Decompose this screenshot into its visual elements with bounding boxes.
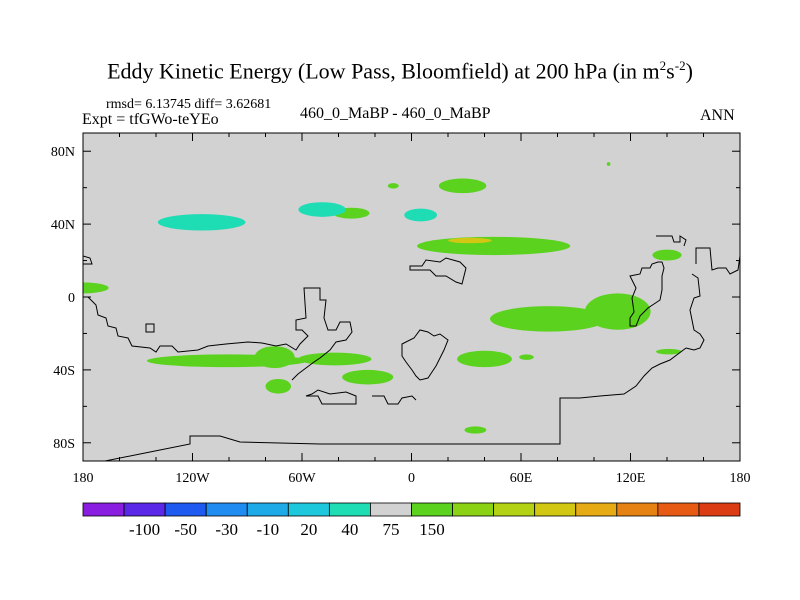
x-tick-label-5: 120E	[616, 471, 646, 486]
colorbar-swatch-6	[328, 502, 371, 517]
anomaly-region-11	[656, 348, 682, 355]
coastline-americas	[87, 287, 353, 381]
y-tick-label-4: 80S	[53, 437, 75, 452]
coastline-asia-east	[629, 261, 665, 327]
colorbar-swatch-14	[657, 502, 700, 517]
colorbar-swatch-10	[493, 502, 536, 517]
colorbar-swatch-2	[164, 502, 207, 517]
colorbar-label-5: 40	[341, 520, 358, 539]
colorbar-label-6: 75	[382, 520, 399, 539]
coastline-australia	[102, 347, 687, 461]
colorbar-label-7: 150	[419, 520, 445, 539]
x-tick-label-0: 180	[73, 471, 94, 486]
anomaly-region-0	[83, 282, 109, 294]
anomaly-region-9	[489, 306, 607, 332]
anomaly-region-15	[438, 178, 487, 194]
colorbar-swatch-7	[370, 502, 412, 517]
colorbar-label-3: -10	[256, 520, 279, 539]
coastline-south-america-east	[372, 395, 417, 405]
y-tick-label-2: 0	[68, 291, 75, 306]
colorbar-swatch-12	[575, 502, 618, 517]
anomaly-region-20	[157, 214, 246, 231]
colorbar-swatch-5	[287, 502, 330, 517]
colorbar-swatch-1	[123, 502, 166, 517]
colorbar-label-0: -100	[129, 520, 160, 539]
season-label: ANN	[700, 107, 735, 124]
colorbar-swatch-4	[246, 502, 289, 517]
anomaly-region-12	[416, 236, 571, 256]
stats-text: rmsd= 6.13745 diff= 3.62681	[106, 97, 272, 112]
anomaly-region-16	[387, 183, 399, 189]
y-tick-label-0: 80N	[51, 145, 75, 160]
anomaly-region-2	[254, 346, 295, 369]
anomaly-region-8	[464, 426, 487, 434]
coastline-ne-asia	[656, 235, 687, 247]
coastline-pacific-island	[145, 323, 155, 333]
anomaly-region-5	[342, 369, 394, 385]
colorbar-swatch-13	[616, 502, 659, 517]
x-tick-label-4: 60E	[510, 471, 533, 486]
x-tick-label-3: 0	[408, 471, 415, 486]
coastline-layer	[83, 235, 740, 461]
colorbar: -100 -50 -30 -10 20 40 75 150	[82, 502, 741, 539]
plot-background	[83, 133, 740, 461]
anomaly-region-18	[404, 208, 438, 222]
anomaly-region-14	[652, 249, 682, 261]
colorbar-swatch-11	[534, 502, 577, 517]
anomaly-region-7	[519, 354, 534, 360]
colorbar-label-4: 20	[300, 520, 317, 539]
anomaly-region-4	[265, 379, 292, 394]
anomaly-layer	[83, 162, 682, 434]
coastline-far-east	[695, 247, 740, 275]
y-tick-label-3: 40S	[53, 364, 75, 379]
anomaly-region-6	[457, 350, 512, 368]
coastline-eurasia	[409, 257, 467, 285]
colorbar-label-1: -50	[174, 520, 197, 539]
colorbar-label-2: -30	[215, 520, 238, 539]
case-label: 460_0_MaBP - 460_0_MaBP	[300, 105, 491, 122]
colorbar-swatch-9	[452, 502, 495, 517]
experiment-label: Expt = tfGWo-teYEo	[82, 111, 219, 128]
anomaly-region-21	[606, 162, 611, 166]
colorbar-swatch-15	[698, 502, 741, 517]
anomaly-region-19	[298, 202, 346, 217]
x-tick-label-6: 180	[730, 471, 751, 486]
anomaly-region-13	[448, 237, 492, 244]
x-tick-label-1: 120W	[175, 471, 210, 486]
anomaly-region-3	[298, 352, 372, 366]
chart-title: Eddy Kinetic Energy (Low Pass, Bloomfiel…	[107, 58, 693, 84]
coastline-africa	[401, 329, 449, 381]
anomaly-region-10	[584, 293, 651, 330]
coastline-south-america-tip	[305, 389, 357, 405]
y-tick-label-1: 40N	[51, 218, 75, 233]
colorbar-swatch-0	[82, 502, 125, 517]
colorbar-swatch-3	[205, 502, 248, 517]
axis-ticks: 180 120W 60W 0 60E 120E 180 80N 40N 0 40S 80S	[51, 133, 751, 486]
x-tick-label-2: 60W	[288, 471, 316, 486]
colorbar-swatch-8	[411, 502, 453, 517]
coastline-west-edge	[83, 255, 93, 265]
coastline-indo-pacific	[685, 273, 705, 351]
